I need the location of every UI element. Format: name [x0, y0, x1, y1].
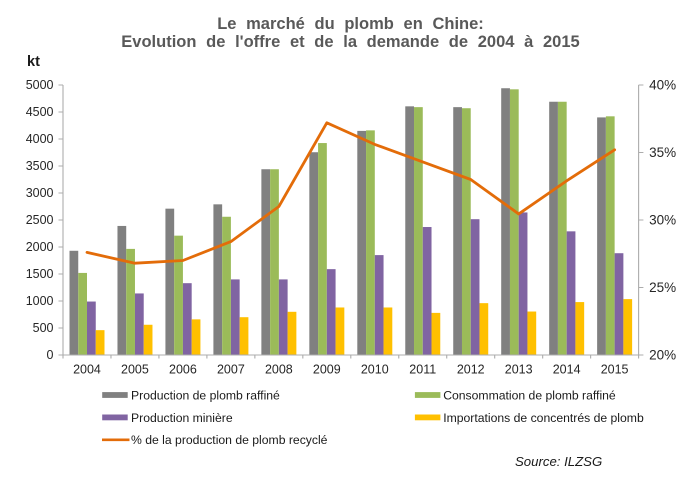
svg-text:30%: 30%	[649, 213, 676, 228]
svg-text:Source: ILZSG: Source: ILZSG	[515, 454, 602, 469]
svg-text:2009: 2009	[313, 363, 341, 377]
svg-text:Importations de concentrés de: Importations de concentrés de plomb	[443, 411, 644, 425]
svg-text:2008: 2008	[265, 363, 293, 377]
svg-text:2013: 2013	[505, 363, 533, 377]
svg-text:2011: 2011	[409, 363, 436, 377]
svg-text:Le marché du plomb en Chine:: Le marché du plomb en Chine:	[217, 15, 484, 33]
svg-text:2005: 2005	[121, 363, 149, 377]
svg-text:2015: 2015	[601, 363, 629, 377]
svg-text:Consommation de plomb raffiné: Consommation de plomb raffiné	[443, 388, 616, 402]
svg-text:40%: 40%	[649, 78, 676, 93]
svg-text:2014: 2014	[553, 363, 581, 377]
svg-text:2004: 2004	[73, 363, 101, 377]
svg-text:0: 0	[47, 348, 54, 362]
svg-text:2500: 2500	[26, 213, 54, 227]
svg-text:500: 500	[33, 321, 54, 335]
svg-text:2012: 2012	[457, 363, 485, 377]
svg-text:Evolution de l'offre et de la: Evolution de l'offre et de la demande de…	[121, 33, 579, 51]
svg-text:25%: 25%	[649, 280, 676, 295]
svg-text:35%: 35%	[649, 145, 676, 160]
svg-text:2007: 2007	[217, 363, 245, 377]
svg-text:20%: 20%	[649, 348, 676, 363]
svg-text:2006: 2006	[169, 363, 197, 377]
svg-text:4000: 4000	[26, 132, 54, 146]
svg-text:% de la production de plomb re: % de la production de plomb recyclé	[131, 433, 328, 447]
svg-text:2010: 2010	[361, 363, 389, 377]
svg-text:3000: 3000	[26, 186, 54, 200]
svg-text:3500: 3500	[26, 159, 54, 173]
svg-text:Production de plomb raffiné: Production de plomb raffiné	[131, 388, 280, 402]
svg-text:2000: 2000	[26, 240, 54, 254]
svg-text:1500: 1500	[26, 267, 54, 281]
svg-text:kt: kt	[27, 54, 40, 70]
svg-text:5000: 5000	[26, 78, 54, 92]
svg-text:1000: 1000	[26, 294, 54, 308]
svg-text:Production minière: Production minière	[131, 411, 233, 425]
svg-text:4500: 4500	[26, 105, 54, 119]
